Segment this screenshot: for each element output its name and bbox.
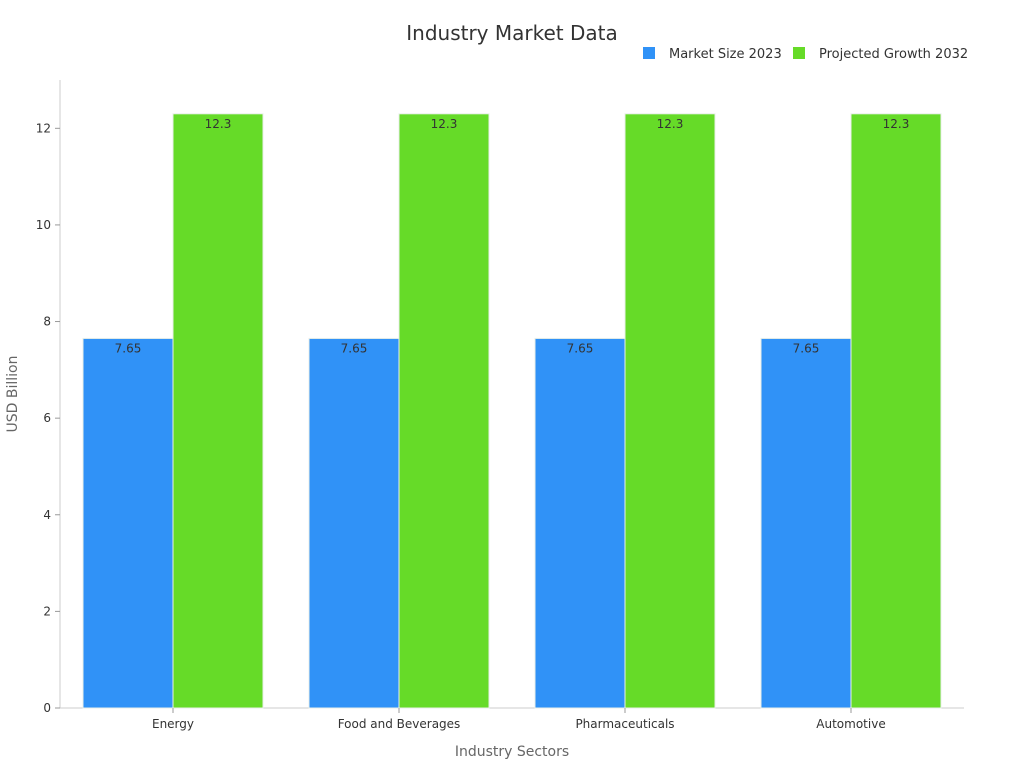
data-label: 12.3 bbox=[205, 117, 232, 131]
x-axis-ticks: Energy Food and Beverages Pharmaceuticals A… bbox=[152, 708, 886, 731]
data-label: 12.3 bbox=[431, 117, 458, 131]
bar-food-and-beverages-series-1 bbox=[398, 113, 490, 709]
bar-automotive-series-1 bbox=[850, 113, 942, 709]
y-tick-label: 0 bbox=[43, 701, 51, 715]
data-label: 7.65 bbox=[567, 341, 594, 355]
legend-swatch bbox=[643, 47, 655, 59]
y-tick-label: 6 bbox=[43, 411, 51, 425]
legend-label: Projected Growth 2032 bbox=[819, 47, 968, 62]
bar-pharmaceuticals-series-0 bbox=[534, 337, 626, 709]
bar-pharmaceuticals-series-1 bbox=[624, 113, 716, 709]
y-axis-ticks: 0 2 4 6 8 10 12 bbox=[36, 121, 60, 715]
y-tick-label: 10 bbox=[36, 218, 51, 232]
data-label: 7.65 bbox=[341, 341, 368, 355]
chart-title: Industry Market Data bbox=[406, 21, 617, 45]
x-tick-label: Food and Beverages bbox=[338, 717, 461, 731]
legend: Market Size 2023 Projected Growth 2032 bbox=[643, 47, 968, 62]
legend-label: Market Size 2023 bbox=[669, 47, 782, 62]
x-tick-label: Energy bbox=[152, 717, 194, 731]
x-tick-label: Automotive bbox=[816, 717, 885, 731]
y-tick-label: 4 bbox=[43, 508, 51, 522]
data-label: 12.3 bbox=[657, 117, 684, 131]
bars: 7.65 12.3 7.65 12.3 7.65 12.3 7.65 12.3 bbox=[82, 113, 942, 709]
y-tick-label: 2 bbox=[43, 604, 51, 618]
bar-food-and-beverages-series-0 bbox=[308, 337, 400, 709]
y-axis-title: USD Billion bbox=[5, 356, 21, 433]
data-label: 12.3 bbox=[883, 117, 910, 131]
y-tick-label: 8 bbox=[43, 315, 51, 329]
legend-swatch bbox=[793, 47, 805, 59]
y-tick-label: 12 bbox=[36, 121, 51, 135]
x-axis-title: Industry Sectors bbox=[455, 744, 569, 760]
bar-energy-series-0 bbox=[82, 337, 174, 709]
data-label: 7.65 bbox=[115, 341, 142, 355]
bar-automotive-series-0 bbox=[760, 337, 852, 709]
x-tick-label: Pharmaceuticals bbox=[575, 717, 674, 731]
data-label: 7.65 bbox=[793, 341, 820, 355]
bar-energy-series-1 bbox=[172, 113, 264, 709]
